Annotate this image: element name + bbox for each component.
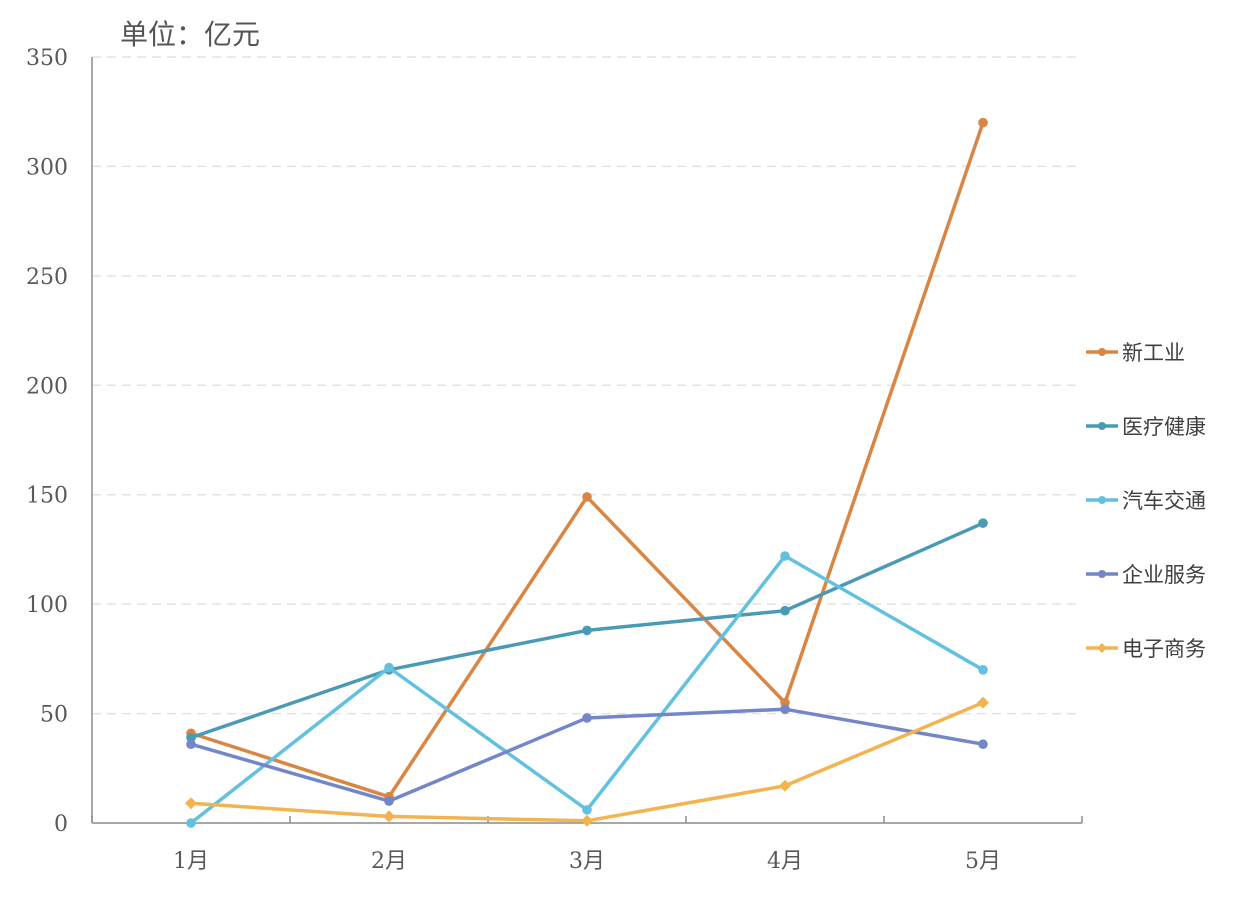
- y-tick-label: 0: [54, 812, 68, 837]
- data-point: [780, 697, 790, 708]
- data-point: [582, 805, 592, 815]
- data-point: [779, 779, 791, 792]
- data-point: [581, 814, 593, 827]
- data-point: [582, 492, 592, 502]
- data-point: [978, 117, 988, 128]
- legend-marker: [1097, 643, 1107, 653]
- legend-label: 新工业: [1122, 341, 1185, 365]
- legend-item: 汽车交通: [1086, 489, 1206, 513]
- legend-marker: [1098, 422, 1106, 430]
- unit-label: 单位：亿元: [120, 18, 260, 51]
- data-point: [780, 551, 790, 561]
- series-2: [186, 518, 988, 743]
- y-axis-ticks: 0 50 100 150 200 250 300 350: [26, 46, 68, 837]
- x-tick-label: 1月: [173, 849, 209, 874]
- legend-label: 汽车交通: [1122, 489, 1206, 513]
- y-tick-label: 300: [26, 155, 68, 180]
- series-line: [189, 707, 985, 803]
- gridlines: [92, 56, 1082, 715]
- data-point: [384, 796, 394, 806]
- series-4: [186, 704, 988, 806]
- data-point: [978, 665, 988, 675]
- data-point: [186, 739, 196, 750]
- data-point: [977, 696, 989, 709]
- y-tick-label: 50: [40, 703, 68, 728]
- legend-item: 新工业: [1086, 341, 1185, 365]
- data-point: [384, 662, 394, 673]
- data-point: [185, 797, 197, 810]
- series-line: [189, 554, 985, 825]
- data-point: [383, 810, 395, 823]
- y-tick-label: 350: [26, 46, 68, 71]
- data-point: [780, 704, 790, 714]
- data-point: [186, 732, 196, 743]
- series-5: [185, 696, 989, 827]
- legend-marker: [1098, 496, 1106, 504]
- legend-label: 企业服务: [1122, 563, 1206, 587]
- data-point: [582, 713, 592, 723]
- legend-marker: [1098, 348, 1106, 356]
- x-tick-label: 4月: [767, 849, 803, 874]
- series-3: [186, 551, 988, 828]
- data-point: [780, 605, 790, 616]
- data-point: [978, 518, 988, 528]
- x-tick-label: 2月: [371, 849, 407, 874]
- y-tick-label: 150: [26, 484, 68, 509]
- data-point: [186, 818, 196, 828]
- legend-item: 企业服务: [1086, 563, 1206, 587]
- x-tick-label: 3月: [569, 849, 605, 874]
- legend-label: 医疗健康: [1122, 415, 1206, 439]
- legend-item: 电子商务: [1086, 637, 1206, 661]
- x-axis-ticks: 1月 2月 3月 4月 5月: [173, 849, 1001, 874]
- x-tick-label: 5月: [965, 849, 1001, 874]
- data-point: [978, 739, 988, 750]
- data-point: [582, 625, 592, 636]
- axes: [91, 57, 1083, 824]
- legend-item: 医疗健康: [1086, 415, 1206, 439]
- legend-marker: [1098, 570, 1106, 578]
- series-lines: [185, 117, 989, 828]
- y-tick-label: 100: [26, 593, 68, 618]
- y-tick-label: 200: [26, 374, 68, 399]
- legend-label: 电子商务: [1122, 637, 1206, 661]
- y-tick-label: 250: [26, 265, 68, 290]
